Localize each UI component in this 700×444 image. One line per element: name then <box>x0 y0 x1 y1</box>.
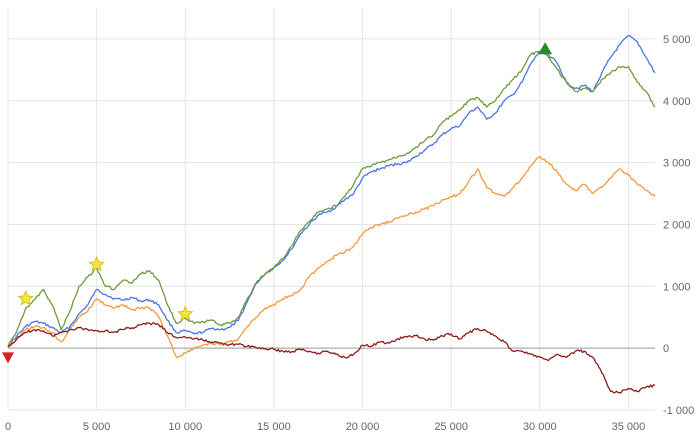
triangle-up-marker <box>538 42 553 55</box>
x-tick-label: 10 000 <box>168 421 202 433</box>
x-tick-label: 0 <box>5 421 11 433</box>
star-marker <box>177 305 194 322</box>
x-tick-label: 25 000 <box>434 421 468 433</box>
series-line-2 <box>7 50 656 347</box>
series-line-4 <box>7 322 656 394</box>
x-tick-label: 30 000 <box>523 421 557 433</box>
x-tick-label: 35 000 <box>612 421 646 433</box>
series-line-1 <box>7 35 656 348</box>
y-tick-label: 5 000 <box>663 34 691 46</box>
y-tick-label: 0 <box>663 343 669 355</box>
y-tick-label: 4 000 <box>663 96 691 108</box>
series-layer <box>7 35 656 394</box>
x-axis-ticks: 0 5 000 10 000 15 000 20 000 25 000 30 000 35 0… <box>5 421 645 433</box>
x-tick-label: 5 000 <box>83 421 111 433</box>
marker-layer <box>2 42 553 364</box>
star-marker <box>17 290 34 306</box>
x-tick-label: 20 000 <box>346 421 380 433</box>
triangle-down-marker <box>2 352 14 364</box>
grid-layer <box>7 8 655 411</box>
series-line-3 <box>7 155 656 359</box>
y-tick-label: 2 000 <box>663 219 691 231</box>
y-tick-label: 3 000 <box>663 158 691 170</box>
star-marker <box>88 256 105 272</box>
x-tick-label: 15 000 <box>257 421 291 433</box>
y-axis-ticks: 5 000 4 000 3 000 2 000 1 000 0 -1 000 <box>663 34 694 417</box>
y-tick-label: -1 000 <box>663 405 694 417</box>
y-tick-label: 1 000 <box>663 281 691 293</box>
